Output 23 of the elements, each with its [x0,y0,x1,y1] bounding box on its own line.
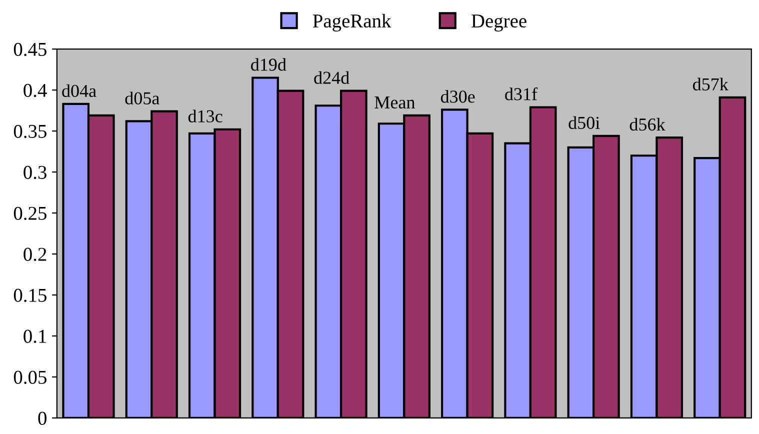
y-tick-label: 0.15 [14,288,46,302]
y-tick-label: 0.05 [14,370,46,384]
x-tick-label: d31f [505,87,538,100]
x-tick-label: d04a [62,84,96,98]
y-tick-label: 0.1 [24,330,46,343]
y-tick-label: 0.2 [24,248,46,262]
x-tick-label: d24d [314,71,350,84]
x-tick-label: Mean [374,96,415,108]
x-tick-label: d19d [251,58,286,71]
y-tick-label: 0.4 [24,84,47,98]
x-tick-label: d57k [692,78,728,90]
y-tick-label: 0.35 [14,124,46,138]
y-tick-label: 0.45 [14,42,46,56]
x-tick-label: d13c [188,110,222,122]
legend-label: Degree [472,14,526,32]
y-tick-label: 0.25 [14,206,46,220]
x-tick-label: d05a [125,92,160,104]
x-tick-label: d50i [568,116,600,129]
y-tick-label: 0 [38,412,46,425]
x-tick-label: d56k [630,118,666,131]
y-tick-label: 0.3 [24,166,46,180]
legend-label: PageRank [312,14,392,32]
x-tick-label: d30e [440,90,475,103]
